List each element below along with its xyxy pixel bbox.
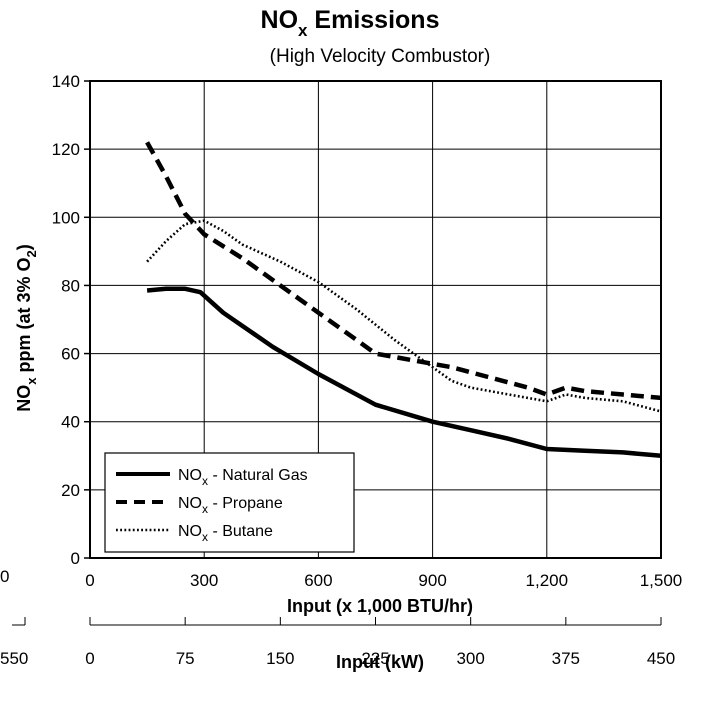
chart-legend: NOx - Natural Gas NOx - Propane NOx - Bu… [104,452,355,553]
y-axis-label-no: NO [14,385,34,412]
kw-tick-label: 300 [456,649,484,668]
chart-title-main: NO [261,6,299,34]
y-axis-label: NOx ppm (at 3% O2) [14,244,39,411]
chart-series [145,141,662,459]
legend-natural-gas-no: NO [178,467,202,484]
legend-propane-sub: x [202,502,208,516]
x-axis-label: Input (x 1,000 BTU/hr) [287,596,473,616]
series-propane-line [145,141,662,401]
y-tick-label: 120 [52,140,80,159]
kw-tick-label: 75 [176,649,195,668]
kw-tick-label: 450 [647,649,675,668]
left-cut-label-0: 0 [0,567,9,586]
legend-label-butane: NOx - Butane [178,523,273,544]
kw-tick-label: 0 [85,649,94,668]
x-tick-label: 300 [190,571,218,590]
y-tick-label: 40 [61,413,80,432]
kw-axis-ticks: 0 75 150 225 300 375 450 [85,617,675,668]
chart-title-subscript: x [298,21,308,40]
x-tick-label: 600 [304,571,332,590]
legend-butane-sub: x [202,530,208,544]
plot-frame [89,80,662,559]
y-axis-label-close: ) [14,244,34,250]
left-cut-label-550: 550 [0,649,28,668]
chart-subtitle: (High Velocity Combustor) [270,46,491,67]
y-axis-label-o2-sub: 2 [24,250,39,257]
series-natural-gas-line [146,286,662,459]
y-tick-label: 140 [52,72,80,91]
legend-label-natural-gas: NOx - Natural Gas [178,467,308,488]
kw-tick-label: 375 [552,649,580,668]
chart-title-rest: Emissions [307,6,439,34]
chart-title: NOx Emissions [261,6,440,40]
legend-propane-rest: - Propane [208,495,283,512]
y-tick-label: 60 [61,345,80,364]
legend-butane-rest: - Butane [208,523,273,540]
y-tick-label: 20 [61,481,80,500]
x-tick-label: 1,200 [526,571,569,590]
y-axis-ticks: 0 20 40 60 80 100 120 140 [52,72,90,568]
kw-tick-label: 225 [361,649,389,668]
x-tick-label: 0 [85,571,94,590]
series-butane-line [146,219,662,413]
kw-axis-label: Input (kW) [336,652,424,672]
x-axis-ticks: 0 300 600 900 1,200 1,500 [85,571,682,590]
legend-natural-gas-rest: - Natural Gas [208,467,308,484]
legend-box [104,452,355,553]
legend-label-propane: NOx - Propane [178,495,283,516]
chart-grid [90,81,661,558]
y-axis-label-x-sub: x [24,377,39,385]
x-tick-label: 900 [418,571,446,590]
y-tick-label: 80 [61,276,80,295]
legend-propane-no: NO [178,495,202,512]
y-tick-label: 0 [71,549,80,568]
legend-natural-gas-sub: x [202,474,208,488]
y-axis-label-ppm: ppm (at 3% O [14,257,34,377]
x-tick-label: 1,500 [640,571,683,590]
kw-tick-label: 150 [266,649,294,668]
legend-butane-no: NO [178,523,202,540]
y-tick-label: 100 [52,208,80,227]
